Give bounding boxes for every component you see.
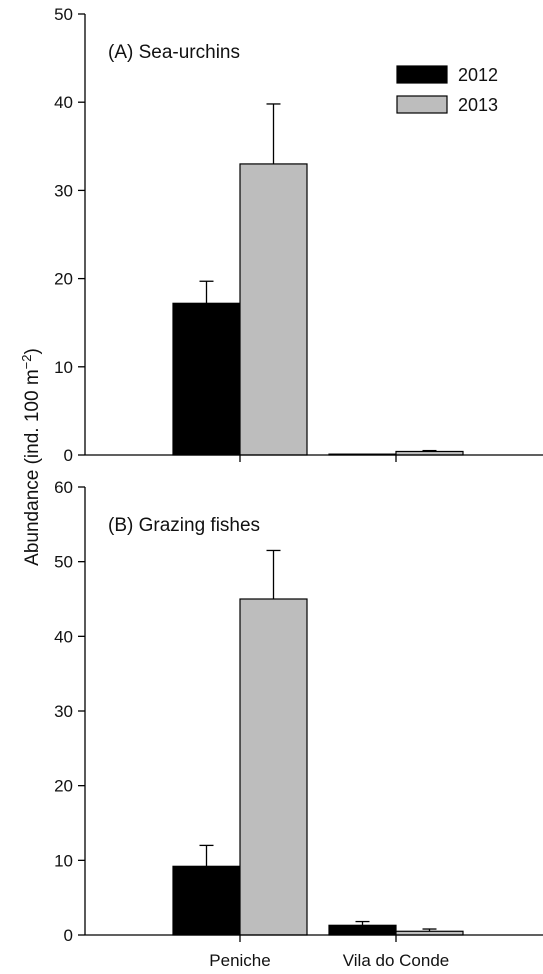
- panel-b: 0 10 20 30 40 50 60 (B) Grazing fishes Peniche Vi…: [54, 478, 543, 970]
- bar: [239, 163, 308, 456]
- y-axis-title-sup: −2: [19, 355, 34, 370]
- y-tick-label: 40: [54, 93, 73, 112]
- y-tick-label: 10: [54, 851, 73, 870]
- y-tick-label: 40: [54, 627, 73, 646]
- y-tick-label: 20: [54, 270, 73, 289]
- bar: [328, 924, 397, 936]
- legend-label: 2012: [458, 65, 498, 85]
- y-tick-label: 30: [54, 181, 73, 200]
- bar: [172, 865, 241, 936]
- legend: 2012 2013: [396, 65, 498, 115]
- legend-swatch: [396, 65, 448, 84]
- category-label: Vila do Conde: [343, 951, 450, 970]
- y-tick-label: 0: [64, 446, 73, 465]
- panel-a: 0 10 20 30 40 50 (A) Sea-urchins: [54, 5, 543, 465]
- y-tick-label: 60: [54, 478, 73, 497]
- y-tick-label: 0: [64, 926, 73, 945]
- category-label: Peniche: [209, 951, 270, 970]
- y-tick-label: 10: [54, 358, 73, 377]
- y-tick-label: 30: [54, 702, 73, 721]
- legend-label: 2013: [458, 95, 498, 115]
- y-axis-title: Abundance (ind. 100 m−2): [19, 348, 44, 566]
- y-tick-label: 50: [54, 553, 73, 572]
- panel-title: (A) Sea-urchins: [108, 42, 240, 63]
- y-axis-title-main: Abundance (ind. 100 m: [22, 369, 43, 565]
- bar: [172, 302, 241, 456]
- y-tick-label: 20: [54, 777, 73, 796]
- y-axis-title-end: ): [22, 348, 43, 354]
- y-tick-label: 50: [54, 5, 73, 24]
- legend-swatch: [396, 95, 448, 114]
- bar: [239, 598, 308, 936]
- panel-title: (B) Grazing fishes: [108, 515, 260, 536]
